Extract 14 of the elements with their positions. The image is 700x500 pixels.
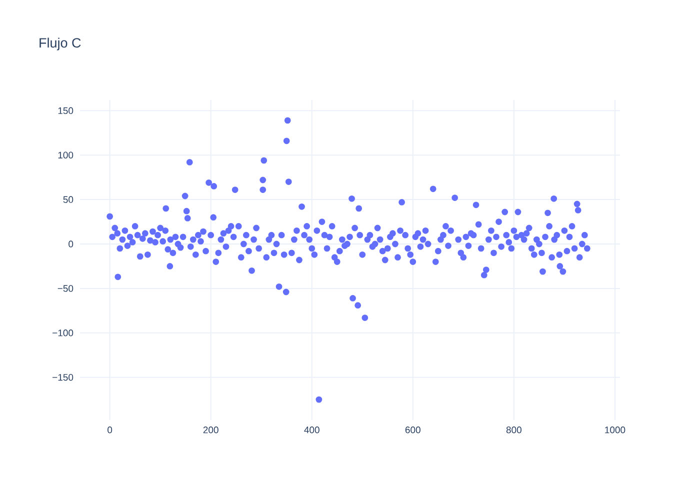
y-tick-label: 150 [58, 107, 74, 114]
y-tick-label: 50 [63, 196, 74, 203]
y-tick-label: −50 [58, 285, 74, 292]
chart-title: Flujo C [40, 38, 81, 50]
y-tick-label: −100 [52, 330, 74, 336]
x-tick-label: 0 [108, 426, 112, 434]
y-tick-label: 100 [58, 152, 74, 158]
x-tick-label: 1000 [605, 426, 626, 434]
y-tick-label: −150 [52, 374, 74, 381]
x-tick-label: 200 [203, 426, 218, 434]
y-tick-label: 0 [68, 240, 74, 248]
x-tick-label: 800 [506, 426, 522, 434]
x-tick-label: 400 [304, 426, 320, 434]
x-tick-label: 600 [405, 426, 420, 434]
